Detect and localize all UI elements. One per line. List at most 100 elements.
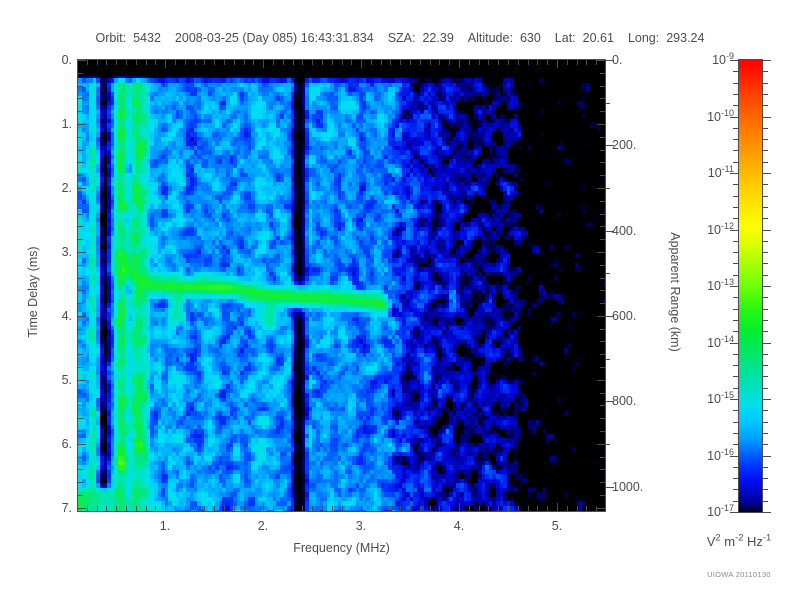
x-tick [253,506,254,511]
y-tick-right-inner [600,303,605,304]
y-tick-right-inner [597,252,605,253]
x-tick [204,506,205,511]
x-tick-top [420,60,421,65]
y-tick-left [78,329,83,330]
y-tick-right [605,359,610,360]
x-tick [537,506,538,511]
y-tick-left [78,482,83,483]
x-tick-top [586,60,587,65]
x-tick [557,503,558,511]
lat-label: Lat: [554,31,576,45]
altitude-value: 630 [519,31,541,45]
x-tick [106,506,107,511]
colorbar-minor-tick [762,410,768,411]
x-axis-title: Frequency (MHz) [293,541,390,555]
x-tick [185,506,186,511]
colorbar-minor-tick [762,478,768,479]
x-tick-top [469,60,470,65]
x-tick-top [136,60,137,65]
x-tick-top [204,60,205,65]
y-axis-left-title: Time Delay (ms) [26,246,40,338]
long-label: Long: [627,31,660,45]
x-tick-top [410,60,411,65]
colorbar-minor-tick [733,162,739,163]
x-tick [97,506,98,511]
y-tick-right [605,401,614,402]
x-tick-top [293,60,294,65]
x-tick-top [488,60,489,65]
colorbar-minor-tick [762,467,768,468]
colorbar-minor-tick [762,376,768,377]
x-tick [381,506,382,511]
y-tick-left [78,431,83,432]
y-tick-left [78,73,83,74]
y-tick-right-inner [597,188,605,189]
x-tick-top [596,60,597,65]
x-tick-top [195,60,196,65]
x-tick-top [146,60,147,65]
colorbar-minor-tick [762,331,768,332]
colorbar-minor-tick [733,354,739,355]
colorbar-minor-tick [733,196,739,197]
x-tick-top [126,60,127,65]
colorbar-tick-label: 10-10 [707,107,734,124]
units-exp-3: -1 [762,532,772,543]
credit-text: UIOWA 20110130 [707,570,771,579]
x-tick-top [97,60,98,65]
colorbar-gradient [739,60,762,512]
colorbar-minor-tick [733,489,739,490]
y-tick-right-inner [597,444,605,445]
x-tick-top [214,60,215,65]
y-tick-left [78,175,83,176]
y-tick-left [78,469,83,470]
colorbar-major-tick [762,173,771,174]
x-tick [390,506,391,511]
colorbar-tick-label: 10-11 [707,163,734,180]
x-tick [488,506,489,511]
colorbar-tick-label: 10-9 [712,50,734,67]
y-tick-right-inner [600,239,605,240]
y-tick-right-inner [600,482,605,483]
y-tick-left [78,86,83,87]
observation-datetime: 2008-03-25 (Day 085) 16:43:31.834 [174,31,374,45]
colorbar-tick-label: 10-17 [707,502,734,519]
x-tick-top [302,60,303,65]
units-base-1: V [706,534,716,549]
y-tick-right-inner [597,316,605,317]
colorbar-minor-tick [762,489,768,490]
colorbar-minor-tick [733,501,739,502]
colorbar-minor-tick [733,297,739,298]
y-tick-left [78,457,83,458]
colorbar-tick-label: 10-16 [707,446,734,463]
x-tick-top [185,60,186,65]
x-tick-top [263,60,264,68]
y-tick-left [78,124,86,125]
colorbar-major-tick [730,230,739,231]
y-tick-right-inner [600,73,605,74]
colorbar-minor-tick [762,263,768,264]
y-tick-right-inner [600,214,605,215]
sza-value: 22.39 [422,31,454,45]
y-tick-left [78,111,83,112]
y-axis-left-tick-label: 4. [61,309,72,323]
units-exp-2: -2 [735,532,744,543]
colorbar-minor-tick [762,422,768,423]
x-tick [146,506,147,511]
colorbar-minor-tick [762,128,768,129]
colorbar-minor-tick [733,433,739,434]
colorbar-major-tick [730,512,739,513]
x-tick-top [322,60,323,65]
x-axis-tick-label: 3. [355,519,367,533]
y-tick-right-inner [600,226,605,227]
y-tick-left [78,303,83,304]
colorbar-minor-tick [733,241,739,242]
x-tick [234,506,235,511]
x-tick-top [390,60,391,65]
x-tick-top [557,60,558,68]
x-tick-top [518,60,519,65]
colorbar-major-tick [762,456,771,457]
x-tick [449,506,450,511]
colorbar-minor-tick [762,275,768,276]
x-tick [361,503,362,511]
y-tick-right-inner [600,405,605,406]
